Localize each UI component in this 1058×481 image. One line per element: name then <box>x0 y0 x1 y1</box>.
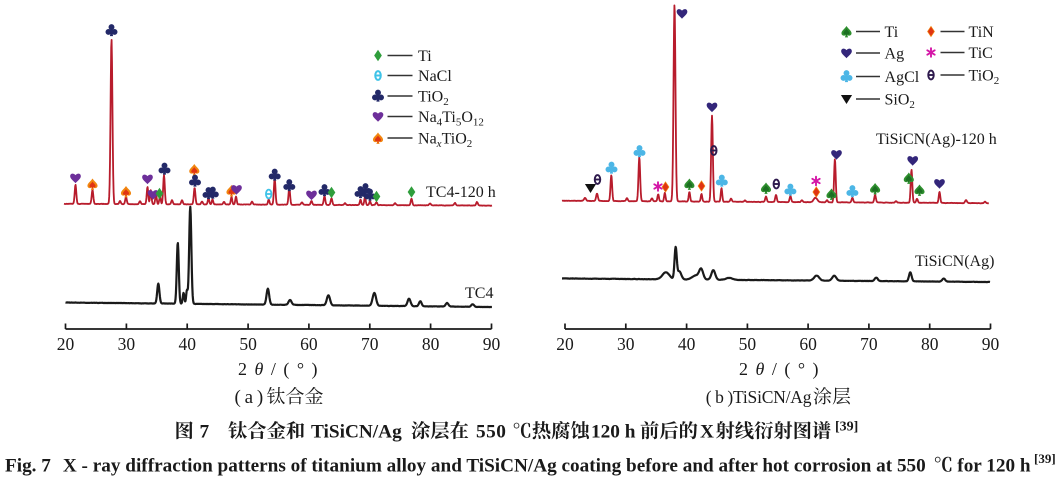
svg-text:20: 20 <box>57 334 75 354</box>
svg-text:Ag: Ag <box>885 46 905 63</box>
svg-text:NaxTiO2: NaxTiO2 <box>418 131 472 151</box>
svg-text:Fig. 7: Fig. 7 <box>5 456 51 477</box>
svg-text:for 120 h: for 120 h <box>957 456 1031 477</box>
svg-text:( b ): ( b ) <box>706 387 734 407</box>
svg-text:[39]: [39] <box>835 420 858 435</box>
svg-text:TC4-120 h: TC4-120 h <box>426 184 496 201</box>
svg-text:TiSiCN/Ag: TiSiCN/Ag <box>311 422 402 443</box>
svg-text:70: 70 <box>860 334 878 354</box>
svg-text:TiN: TiN <box>969 24 995 41</box>
svg-text:7: 7 <box>200 422 210 443</box>
svg-text:50: 50 <box>239 334 257 354</box>
svg-text:SiO2: SiO2 <box>885 92 915 112</box>
svg-text:NaCl: NaCl <box>418 68 452 85</box>
svg-text:50: 50 <box>739 334 757 354</box>
svg-text:TiSiCN(Ag): TiSiCN(Ag) <box>915 253 994 270</box>
svg-text:80: 80 <box>921 334 939 354</box>
svg-text:X - ray diffraction patterns o: X - ray diffraction patterns of titanium… <box>63 456 926 477</box>
svg-text:2 θ / ( ° ): 2 θ / ( ° ) <box>238 359 319 380</box>
svg-text:X: X <box>700 422 714 443</box>
svg-text:60: 60 <box>300 334 318 354</box>
svg-text:20: 20 <box>556 334 574 354</box>
svg-text:AgCl: AgCl <box>885 69 920 86</box>
svg-text:40: 40 <box>678 334 696 354</box>
svg-text:[39]: [39] <box>1034 451 1056 466</box>
svg-text:Ti: Ti <box>885 24 899 41</box>
svg-text:TC4: TC4 <box>465 285 493 302</box>
svg-text:70: 70 <box>361 334 379 354</box>
svg-text:40: 40 <box>178 334 196 354</box>
svg-text:TiC: TiC <box>969 45 993 62</box>
svg-text:550: 550 <box>476 422 506 443</box>
svg-text:90: 90 <box>982 334 1000 354</box>
svg-text:80: 80 <box>422 334 440 354</box>
svg-text:90: 90 <box>483 334 501 354</box>
svg-text:30: 30 <box>617 334 635 354</box>
svg-text:( a ): ( a ) <box>235 387 264 408</box>
svg-text:TiO2: TiO2 <box>969 68 1000 88</box>
svg-text:TiSiCN(Ag)-120 h: TiSiCN(Ag)-120 h <box>876 131 997 148</box>
svg-text:60: 60 <box>799 334 817 354</box>
svg-text:TiSiCN/Ag: TiSiCN/Ag <box>733 387 812 407</box>
svg-text:TiO2: TiO2 <box>418 89 449 109</box>
svg-text:120 h: 120 h <box>591 422 636 443</box>
svg-text:30: 30 <box>118 334 136 354</box>
svg-text:2 θ / ( ° ): 2 θ / ( ° ) <box>739 359 820 380</box>
svg-text:Ti: Ti <box>418 48 432 65</box>
svg-text:Na4Ti5O12: Na4Ti5O12 <box>418 109 484 129</box>
